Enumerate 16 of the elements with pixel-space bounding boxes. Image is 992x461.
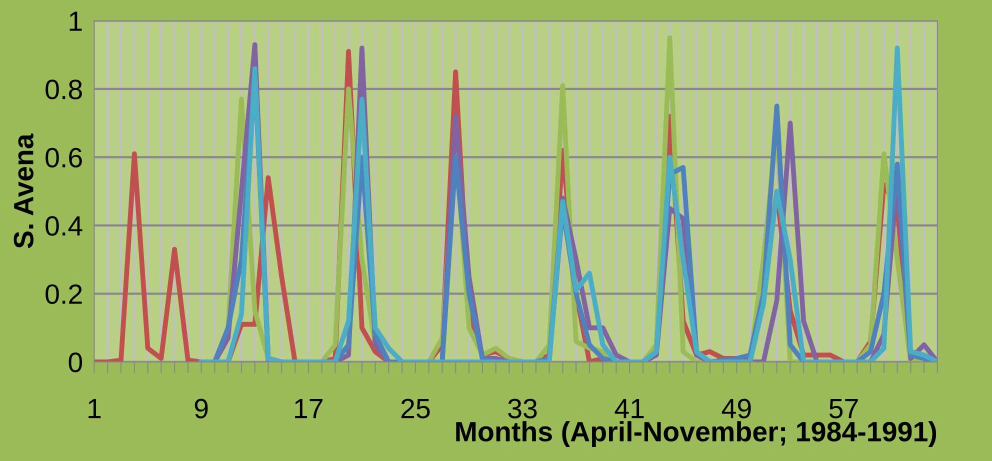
x-tick-label: 33 <box>508 398 537 418</box>
x-tick-label: 9 <box>194 398 208 418</box>
x-tick-label: 1 <box>88 399 101 418</box>
y-tick-label: 0 <box>68 352 82 372</box>
y-tick-label: 0.4 <box>46 216 82 236</box>
x-tick-label: 57 <box>829 399 858 418</box>
y-tick-label: 0.8 <box>46 80 82 100</box>
x-tick-label: 25 <box>401 398 430 418</box>
x-tick-label: 49 <box>722 398 751 418</box>
x-axis-title: Months (April-November; 1984-1991) <box>456 421 936 448</box>
y-axis-title: S. Avena <box>14 134 34 248</box>
y-tick-label: 0.6 <box>46 148 82 168</box>
x-tick-label: 41 <box>614 399 644 418</box>
y-tick-label: 0.2 <box>46 284 82 304</box>
x-tick-label: 17 <box>295 399 322 418</box>
y-tick-label: 1 <box>70 12 82 31</box>
